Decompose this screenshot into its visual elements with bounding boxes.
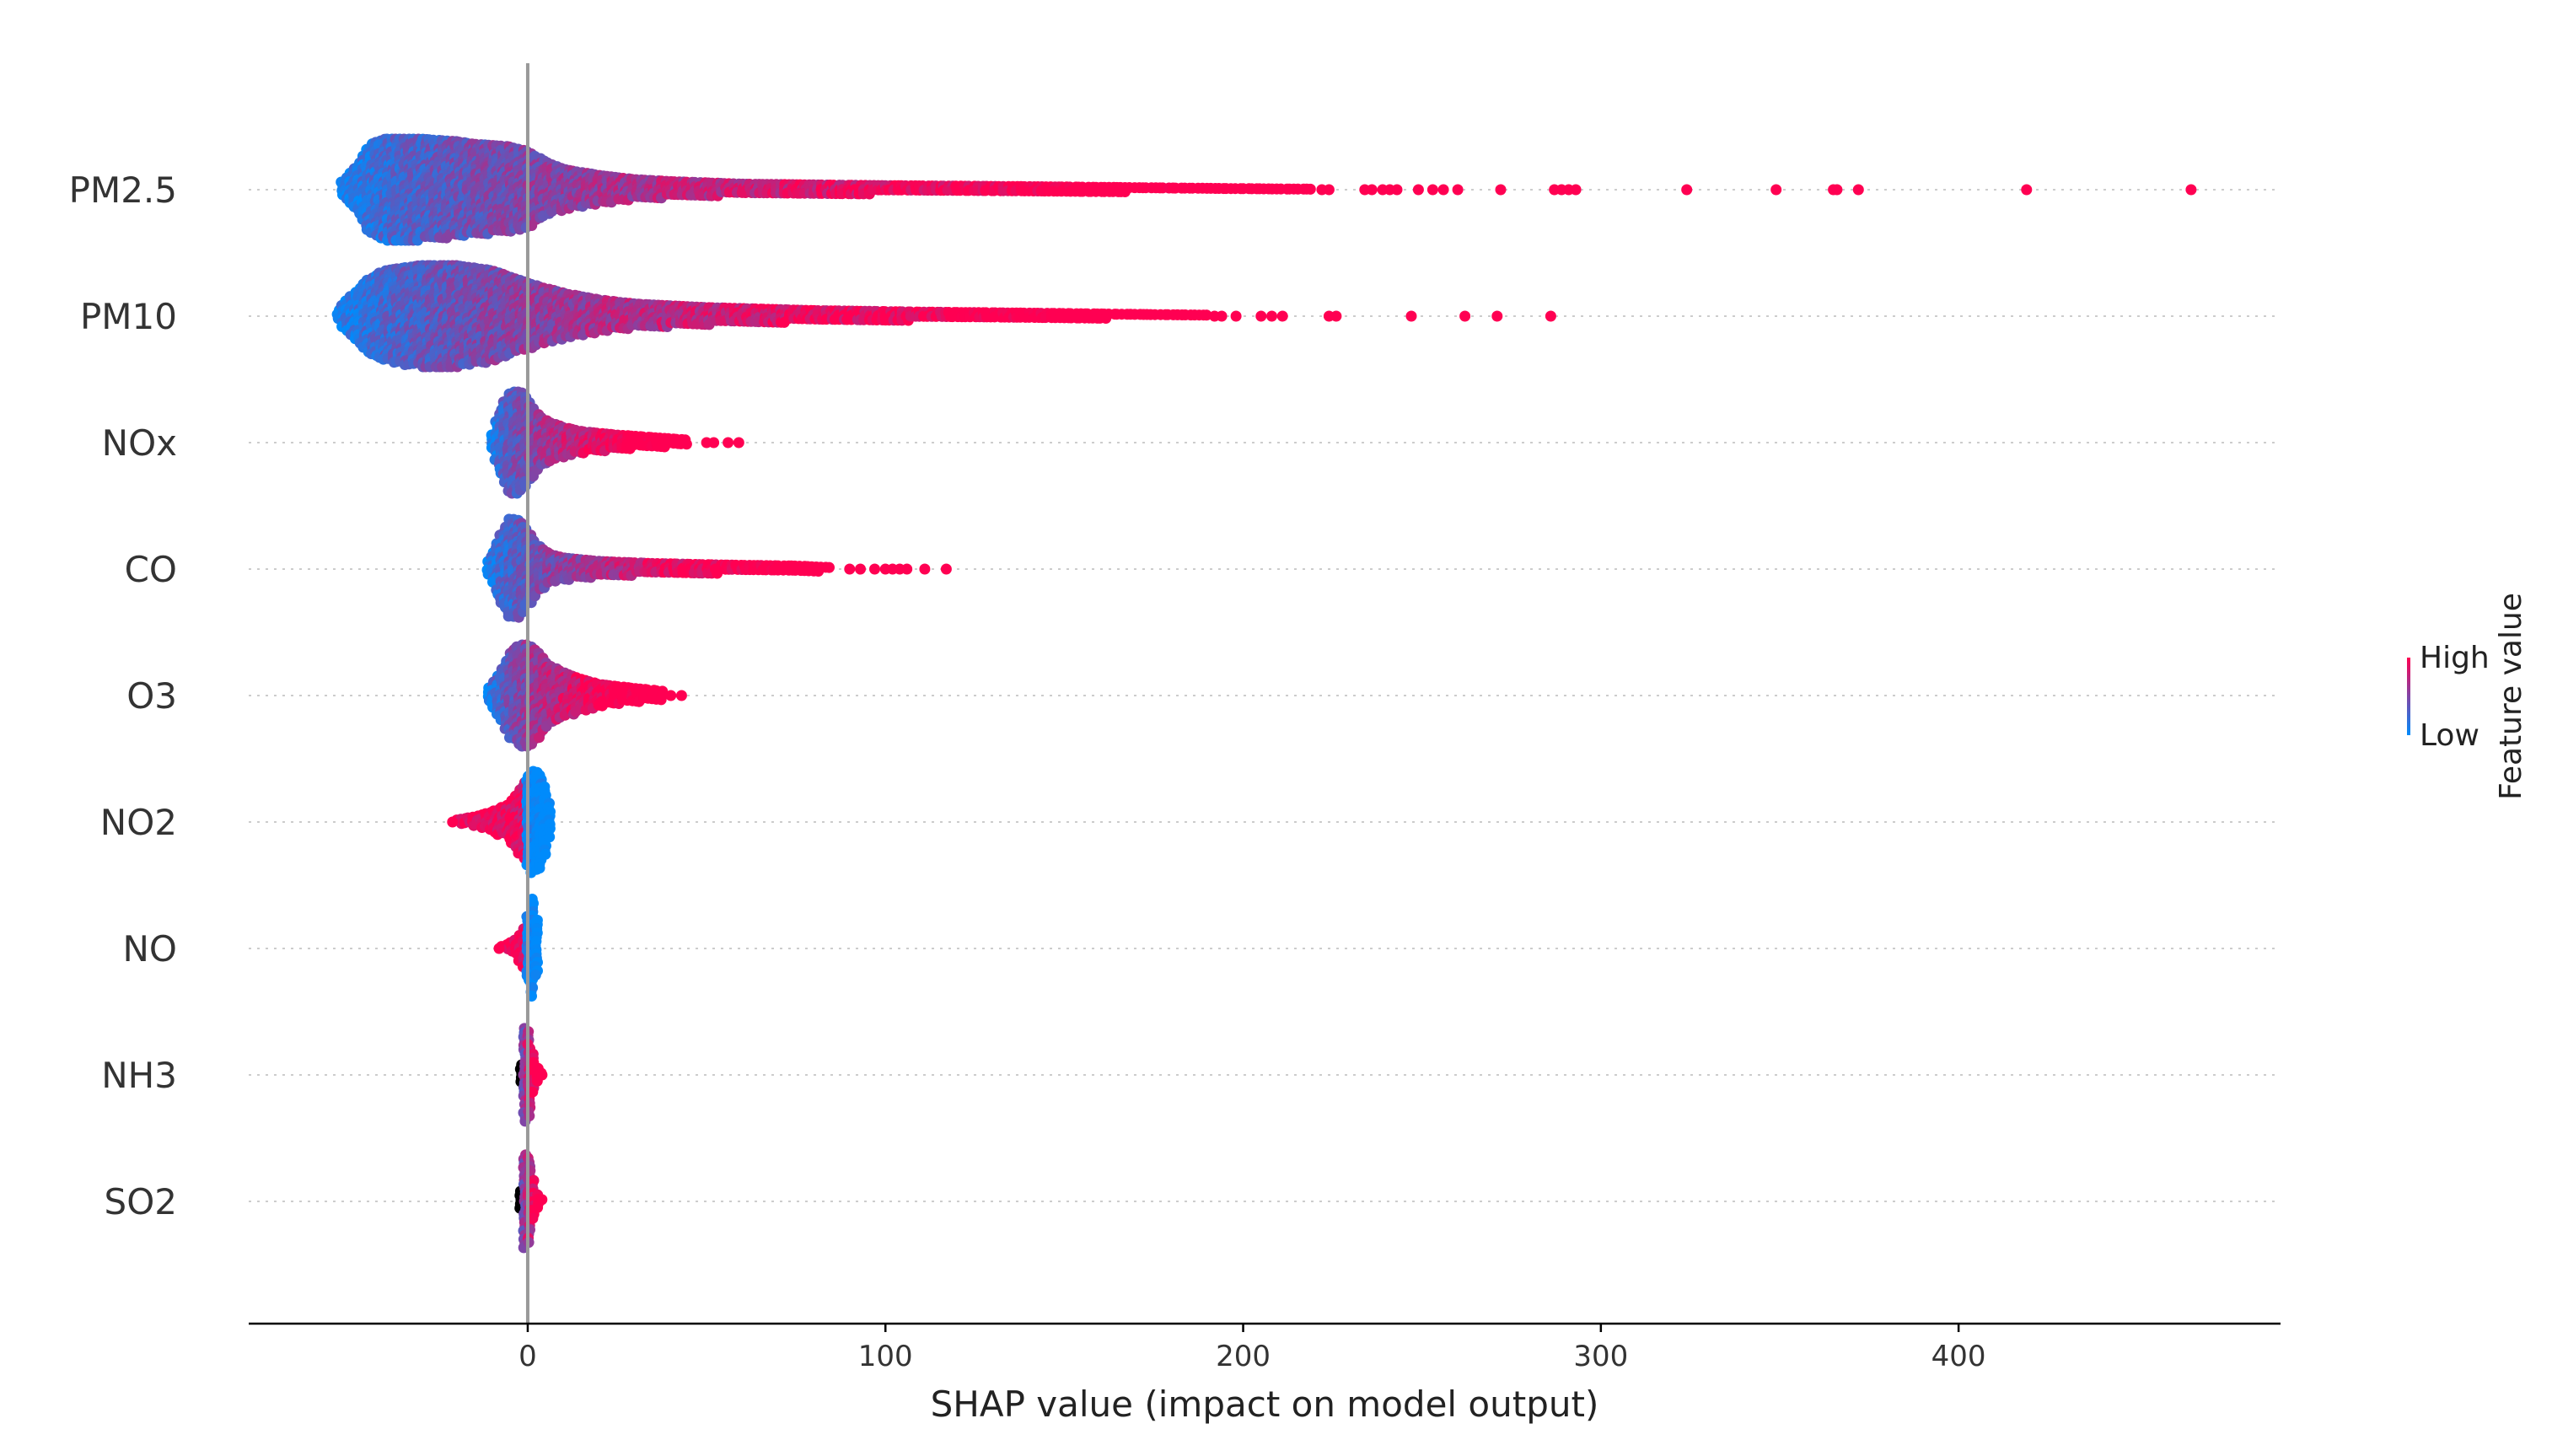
shap-point-outlier bbox=[723, 437, 734, 449]
shap-point-outlier bbox=[1452, 184, 1464, 196]
shap-point-outlier bbox=[675, 690, 687, 701]
shap-point bbox=[534, 862, 545, 874]
shap-point-outlier bbox=[708, 437, 720, 449]
shap-point-outlier bbox=[1405, 310, 1417, 322]
shap-point-outlier bbox=[1770, 184, 1782, 196]
shap-point bbox=[544, 831, 556, 843]
shap-point-outlier bbox=[1266, 310, 1277, 322]
colorbar-title: Feature value bbox=[2494, 593, 2528, 800]
colorbar: High Low Feature value bbox=[2407, 593, 2528, 800]
shap-point-outlier bbox=[901, 563, 913, 575]
shap-point-outlier bbox=[855, 563, 866, 575]
colorbar-low-label: Low bbox=[2420, 718, 2479, 753]
x-tick-label: 200 bbox=[1216, 1340, 1271, 1373]
x-tick-label: 300 bbox=[1573, 1340, 1628, 1373]
feature-points-nox bbox=[486, 386, 744, 499]
shap-point bbox=[536, 1194, 548, 1206]
shap-point-outlier bbox=[940, 563, 952, 575]
shap-point-outlier bbox=[1366, 184, 1378, 196]
shap-point-outlier bbox=[665, 690, 677, 701]
shap-point-outlier bbox=[1412, 184, 1424, 196]
feature-points-so2 bbox=[514, 1149, 548, 1254]
shap-point bbox=[1304, 183, 1316, 195]
feature-label: CO bbox=[125, 549, 177, 590]
shap-point-outlier bbox=[1570, 184, 1582, 196]
shap-point bbox=[680, 438, 692, 450]
feature-points-no bbox=[493, 894, 543, 1002]
feature-label: NOx bbox=[102, 422, 177, 464]
feature-label: NH3 bbox=[101, 1055, 177, 1096]
feature-label: NO bbox=[123, 928, 177, 970]
feature-points-pm25 bbox=[336, 133, 2197, 246]
feature-points-nh3 bbox=[514, 1023, 548, 1127]
x-tick-label: 0 bbox=[518, 1340, 537, 1373]
shap-point-outlier bbox=[1323, 184, 1335, 196]
shap-point-outlier bbox=[1852, 184, 1864, 196]
x-tick-label: 400 bbox=[1931, 1340, 1986, 1373]
shap-point-outlier bbox=[2021, 184, 2033, 196]
shap-point-outlier bbox=[447, 816, 459, 828]
x-axis-title: SHAP value (impact on model output) bbox=[931, 1383, 1599, 1425]
colorbar-gradient bbox=[2407, 658, 2410, 735]
shap-point-outlier bbox=[1391, 184, 1403, 196]
shap-point bbox=[824, 561, 835, 573]
shap-point-outlier bbox=[1545, 310, 1556, 322]
shap-point-outlier bbox=[844, 563, 856, 575]
feature-points-no2 bbox=[447, 766, 556, 878]
shap-point-outlier bbox=[869, 563, 880, 575]
feature-points-pm10 bbox=[331, 260, 1556, 373]
shap-point-outlier bbox=[1491, 310, 1503, 322]
shap-point-outlier bbox=[493, 943, 505, 954]
x-tick-label: 100 bbox=[858, 1340, 913, 1373]
shap-point bbox=[655, 694, 667, 706]
shap-point-outlier bbox=[536, 1069, 548, 1081]
shap-point-outlier bbox=[1276, 310, 1288, 322]
shap-point-outlier bbox=[1681, 184, 1693, 196]
shap-point-outlier bbox=[1230, 310, 1242, 322]
shap-point-outlier bbox=[2185, 184, 2197, 196]
shap-point-outlier bbox=[1437, 184, 1449, 196]
feature-label: PM2.5 bbox=[69, 169, 177, 211]
beeswarm-points bbox=[331, 133, 2197, 1254]
x-axis: 0 100 200 300 400 bbox=[249, 1322, 2281, 1373]
shap-point-outlier bbox=[1216, 310, 1228, 322]
shap-point-outlier bbox=[733, 437, 744, 449]
shap-point-outlier bbox=[919, 563, 931, 575]
shap-point-outlier bbox=[1426, 184, 1438, 196]
feature-label: O3 bbox=[126, 675, 177, 717]
shap-point-outlier bbox=[1459, 310, 1471, 322]
feature-label: SO2 bbox=[105, 1181, 177, 1222]
shap-point-outlier bbox=[1831, 184, 1843, 196]
shap-point-outlier bbox=[1330, 310, 1342, 322]
shap-point-outlier bbox=[1495, 184, 1507, 196]
feature-label: NO2 bbox=[100, 802, 177, 843]
shap-point bbox=[540, 848, 551, 860]
feature-points-co bbox=[481, 513, 952, 623]
colorbar-high-label: High bbox=[2420, 641, 2490, 675]
feature-labels: PM2.5 PM10 NOx CO O3 NO2 NO NH3 SO2 bbox=[69, 169, 177, 1222]
feature-points-o3 bbox=[482, 639, 687, 752]
feature-label: PM10 bbox=[80, 296, 177, 337]
shap-point-outlier bbox=[1255, 310, 1267, 322]
shap-point bbox=[529, 970, 541, 981]
